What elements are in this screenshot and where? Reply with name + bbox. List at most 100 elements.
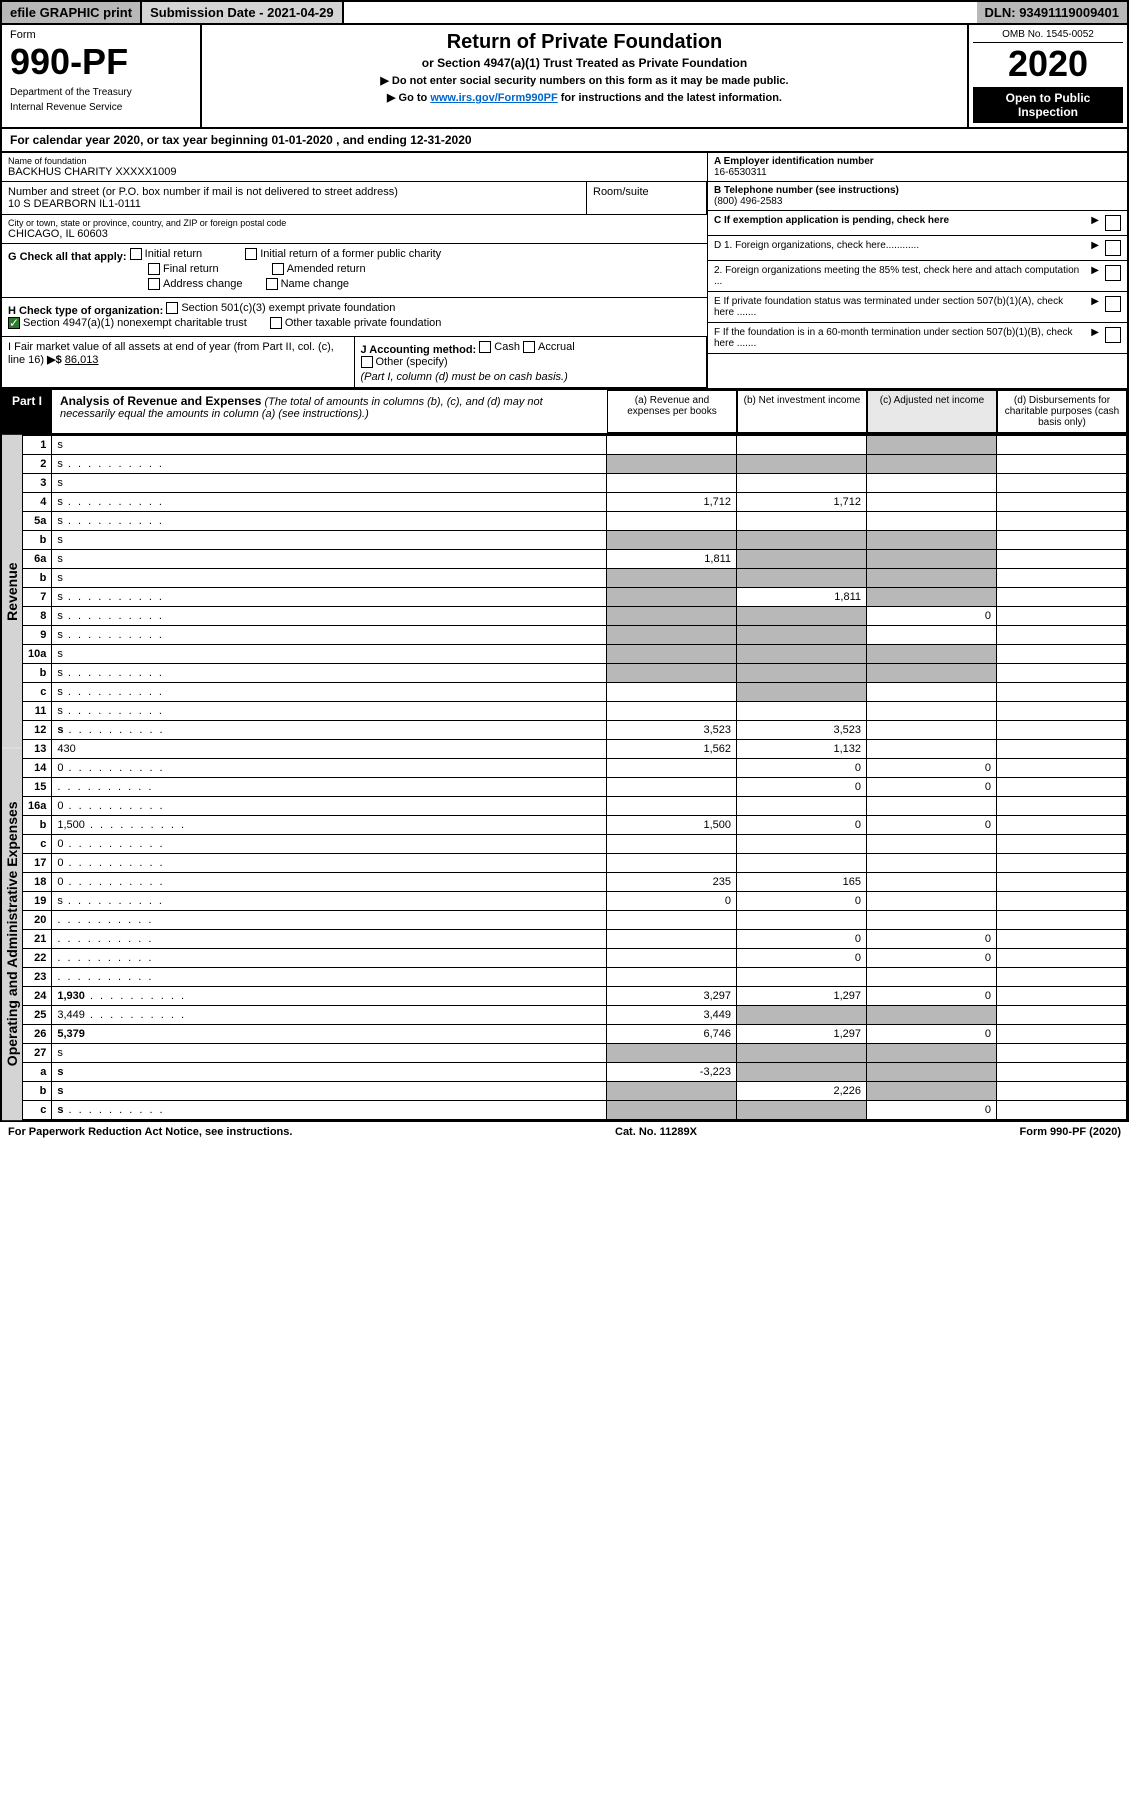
- final-return-checkbox[interactable]: [148, 263, 160, 275]
- cash-checkbox[interactable]: [479, 341, 491, 353]
- table-row: 134301,5621,132: [23, 740, 1127, 759]
- irs-label: Internal Revenue Service: [10, 102, 192, 113]
- dept-label: Department of the Treasury: [10, 87, 192, 98]
- open-public-badge: Open to Public Inspection: [973, 87, 1123, 123]
- page-footer: For Paperwork Reduction Act Notice, see …: [0, 1120, 1129, 1142]
- city-state-zip: CHICAGO, IL 60603: [8, 228, 701, 240]
- h-label: H Check type of organization:: [8, 305, 163, 317]
- table-row: 2200: [23, 949, 1127, 968]
- table-row: 14000: [23, 759, 1127, 778]
- d2-checkbox[interactable]: [1105, 265, 1121, 281]
- efile-button[interactable]: efile GRAPHIC print: [2, 2, 142, 23]
- phone-value: (800) 496-2583: [714, 196, 782, 207]
- foundation-name: BACKHUS CHARITY XXXXX1009: [8, 166, 701, 178]
- name-change-checkbox[interactable]: [266, 278, 278, 290]
- table-row: as-3,223: [23, 1063, 1127, 1082]
- omb-number: OMB No. 1545-0052: [973, 29, 1123, 43]
- part-1-title: Analysis of Revenue and Expenses: [60, 394, 261, 408]
- table-row: 7s1,811: [23, 588, 1127, 607]
- footer-right: Form 990-PF (2020): [1020, 1126, 1121, 1138]
- dln-number: DLN: 93491119009401: [977, 2, 1127, 23]
- initial-return-checkbox[interactable]: [130, 248, 142, 260]
- c-label: C If exemption application is pending, c…: [714, 215, 1085, 226]
- footer-left: For Paperwork Reduction Act Notice, see …: [8, 1126, 292, 1138]
- table-row: bs: [23, 664, 1127, 683]
- col-a-header: (a) Revenue and expenses per books: [607, 390, 737, 433]
- instruction-2: ▶ Go to www.irs.gov/Form990PF for instru…: [208, 91, 961, 104]
- table-row: 2s: [23, 455, 1127, 474]
- address-change-checkbox[interactable]: [148, 278, 160, 290]
- table-row: c0: [23, 835, 1127, 854]
- d1-label: D 1. Foreign organizations, check here..…: [714, 240, 1085, 251]
- room-label: Room/suite: [593, 186, 700, 198]
- initial-former-checkbox[interactable]: [245, 248, 257, 260]
- form-label: Form: [10, 29, 192, 41]
- accrual-checkbox[interactable]: [523, 341, 535, 353]
- form-number: 990-PF: [10, 41, 192, 83]
- f-label: F If the foundation is in a 60-month ter…: [714, 327, 1085, 349]
- table-row: 19s00: [23, 892, 1127, 911]
- table-row: 265,3796,7461,2970: [23, 1025, 1127, 1044]
- tax-year: 2020: [973, 43, 1123, 85]
- table-row: 253,4493,449: [23, 1006, 1127, 1025]
- s501-checkbox[interactable]: [166, 302, 178, 314]
- table-row: 11s: [23, 702, 1127, 721]
- table-row: 23: [23, 968, 1127, 987]
- page-title: Return of Private Foundation: [208, 31, 961, 54]
- table-row: 6as1,811: [23, 550, 1127, 569]
- e-label: E If private foundation status was termi…: [714, 296, 1085, 318]
- table-row: 2100: [23, 930, 1127, 949]
- instruction-1: ▶ Do not enter social security numbers o…: [208, 74, 961, 87]
- table-row: 16a0: [23, 797, 1127, 816]
- name-label: Name of foundation: [8, 156, 701, 166]
- col-d-header: (d) Disbursements for charitable purpose…: [997, 390, 1127, 433]
- ein-value: 16-6530311: [714, 167, 767, 178]
- irs-link[interactable]: www.irs.gov/Form990PF: [430, 92, 557, 104]
- table-row: 4s1,7121,712: [23, 493, 1127, 512]
- table-row: 180235165: [23, 873, 1127, 892]
- other-taxable-checkbox[interactable]: [270, 317, 282, 329]
- table-row: 8s0: [23, 607, 1127, 626]
- footer-mid: Cat. No. 11289X: [615, 1126, 697, 1138]
- table-row: 1500: [23, 778, 1127, 797]
- revenue-section-label: Revenue: [2, 435, 22, 748]
- other-method-checkbox[interactable]: [361, 356, 373, 368]
- d2-label: 2. Foreign organizations meeting the 85%…: [714, 265, 1085, 287]
- amended-return-checkbox[interactable]: [272, 263, 284, 275]
- table-row: bs2,226: [23, 1082, 1127, 1101]
- table-row: 241,9303,2971,2970: [23, 987, 1127, 1006]
- table-row: 12s3,5233,523: [23, 721, 1127, 740]
- d1-checkbox[interactable]: [1105, 240, 1121, 256]
- main-table: 1s2s3s4s1,7121,7125asbs6as1,811bs7s1,811…: [22, 435, 1127, 1120]
- top-bar: efile GRAPHIC print Submission Date - 20…: [0, 0, 1129, 25]
- table-row: 20: [23, 911, 1127, 930]
- fmv-value: 86,013: [65, 354, 99, 366]
- ein-label: A Employer identification number: [714, 156, 874, 167]
- g-label: G Check all that apply:: [8, 251, 127, 263]
- col-b-header: (b) Net investment income: [737, 390, 867, 433]
- col-c-header: (c) Adjusted net income: [867, 390, 997, 433]
- table-row: 170: [23, 854, 1127, 873]
- c-checkbox[interactable]: [1105, 215, 1121, 231]
- j-note: (Part I, column (d) must be on cash basi…: [361, 371, 568, 383]
- table-row: bs: [23, 531, 1127, 550]
- e-checkbox[interactable]: [1105, 296, 1121, 312]
- s4947-checkbox[interactable]: [8, 317, 20, 329]
- table-row: cs: [23, 683, 1127, 702]
- table-row: b1,5001,50000: [23, 816, 1127, 835]
- addr-label: Number and street (or P.O. box number if…: [8, 186, 580, 198]
- f-checkbox[interactable]: [1105, 327, 1121, 343]
- submission-date: Submission Date - 2021-04-29: [142, 2, 344, 23]
- page-subtitle: or Section 4947(a)(1) Trust Treated as P…: [208, 56, 961, 70]
- form-header: Form 990-PF Department of the Treasury I…: [0, 25, 1129, 129]
- part-1-label: Part I: [2, 390, 52, 433]
- table-row: 10as: [23, 645, 1127, 664]
- j-label: J Accounting method:: [361, 344, 477, 356]
- table-row: 3s: [23, 474, 1127, 493]
- table-row: bs: [23, 569, 1127, 588]
- table-row: 9s: [23, 626, 1127, 645]
- table-row: cs0: [23, 1101, 1127, 1120]
- calendar-year-row: For calendar year 2020, or tax year begi…: [0, 129, 1129, 153]
- city-label: City or town, state or province, country…: [8, 218, 701, 228]
- table-row: 5as: [23, 512, 1127, 531]
